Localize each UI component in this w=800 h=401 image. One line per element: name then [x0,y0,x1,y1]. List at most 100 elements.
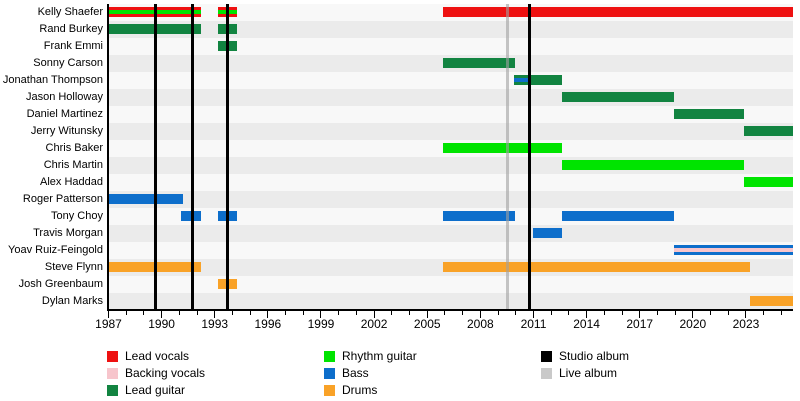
membership-bar-chris-martin [561,160,745,170]
membership-bar-travis-morgan [533,228,562,238]
member-name-label: Frank Emmi [43,40,103,52]
member-name-label: Josh Greenbaum [18,278,103,290]
x-axis-line [107,309,793,311]
axis-tick [409,311,411,315]
axis-year-label: 1990 [148,317,175,331]
axis-tick [639,311,641,318]
axis-tick [143,311,145,315]
axis-tick [462,311,464,315]
member-name-label: Jason Holloway [25,91,103,103]
axis-tick [621,311,623,315]
membership-bar-daniel-martinez [674,109,745,119]
legend-label-bass: Bass [342,366,369,380]
timeline-row-background [108,174,793,191]
timeline-row-background [108,38,793,55]
axis-tick [780,311,782,315]
axis-tick [692,311,694,318]
axis-year-label: 2008 [467,317,494,331]
membership-bar-alex-haddad [744,177,793,187]
legend-swatch-rhythm-guitar [324,351,335,362]
member-name-label: Jerry Witunsky [30,125,103,137]
axis-year-label: 2005 [413,317,441,331]
membership-bar-tony-choy [181,211,201,221]
member-name-label: Jonathan Thompson [2,74,103,86]
membership-bar-dylan-marks [749,296,793,306]
axis-tick [745,311,747,318]
axis-year-label: 2023 [732,317,760,331]
timeline-row-background [108,123,793,140]
axis-tick [727,311,729,315]
legend-label-drums: Drums [342,383,378,397]
axis-tick [710,311,712,315]
axis-tick [550,311,552,315]
member-name-label: Chris Martin [43,159,103,171]
membership-bar-jerry-witunsky [744,126,793,136]
member-name-label: Kelly Shaefer [37,6,103,18]
membership-bar-jonathan-thompson [514,75,530,85]
member-name-label: Travis Morgan [33,227,103,239]
member-name-label: Yoav Ruiz-Feingold [8,244,103,256]
axis-year-label: 2011 [520,317,547,331]
membership-bar-yoav-ruiz-feingold [674,245,793,255]
timeline-row-background [108,242,793,259]
axis-year-label: 2014 [573,317,600,331]
axis-tick [231,311,233,315]
legend-swatch-studio-album [541,351,552,362]
axis-year-label: 2002 [360,317,388,331]
axis-tick [763,311,765,315]
axis-tick [249,311,251,315]
member-name-label: Sonny Carson [33,57,103,69]
axis-tick [479,311,481,318]
timeline-row-background [108,293,793,310]
axis-tick [586,311,588,318]
member-name-label: Dylan Marks [41,295,103,307]
timeline-row-background [108,276,793,293]
role-stripe-bass [514,78,530,82]
membership-bar-kelly-shaefer [443,7,793,17]
axis-tick [108,311,109,318]
legend-swatch-lead-guitar [107,385,118,396]
axis-tick [532,311,534,318]
axis-tick [373,311,375,318]
timeline-row-background [108,225,793,242]
axis-year-label: 2017 [626,317,654,331]
legend-swatch-backing-vocals [107,368,118,379]
legend-swatch-bass [324,368,335,379]
member-name-label: Tony Choy [51,210,103,222]
role-stripe-backing_vocals [674,248,793,252]
axis-year-label: 1999 [307,317,335,331]
studio-album-line [528,4,532,310]
membership-bar-steve-flynn [443,262,750,272]
member-name-label: Rand Burkey [39,23,103,35]
studio-album-line [153,4,157,310]
timeline-row-background [108,191,793,208]
legend-label-backing-vocals: Backing vocals [125,366,206,380]
axis-tick [568,311,570,315]
legend-label-lead-vocals: Lead vocals [125,349,190,363]
axis-tick [391,311,393,315]
axis-year-label: 1996 [254,317,282,331]
axis-tick [603,311,605,315]
axis-tick [178,311,180,315]
axis-tick [674,311,676,315]
axis-tick [444,311,446,315]
member-name-label: Steve Flynn [44,261,103,273]
timeline-row-background [108,21,793,38]
axis-tick [515,311,517,315]
axis-tick [302,311,304,315]
membership-bar-jonathan-thompson [529,75,562,85]
timeline-row-background [108,106,793,123]
axis-tick [214,311,216,318]
legend-label-lead-guitar: Lead guitar [125,383,186,397]
legend-swatch-live-album [541,368,552,379]
axis-tick [656,311,658,315]
timeline-row-background [108,89,793,106]
live-album-line [506,4,510,310]
axis-tick [285,311,287,315]
legend-label-studio-album: Studio album [559,349,630,363]
membership-bar-roger-patterson [108,194,183,204]
axis-year-label: 1993 [201,317,229,331]
membership-bar-tony-choy [561,211,675,221]
member-name-label: Roger Patterson [22,193,103,205]
